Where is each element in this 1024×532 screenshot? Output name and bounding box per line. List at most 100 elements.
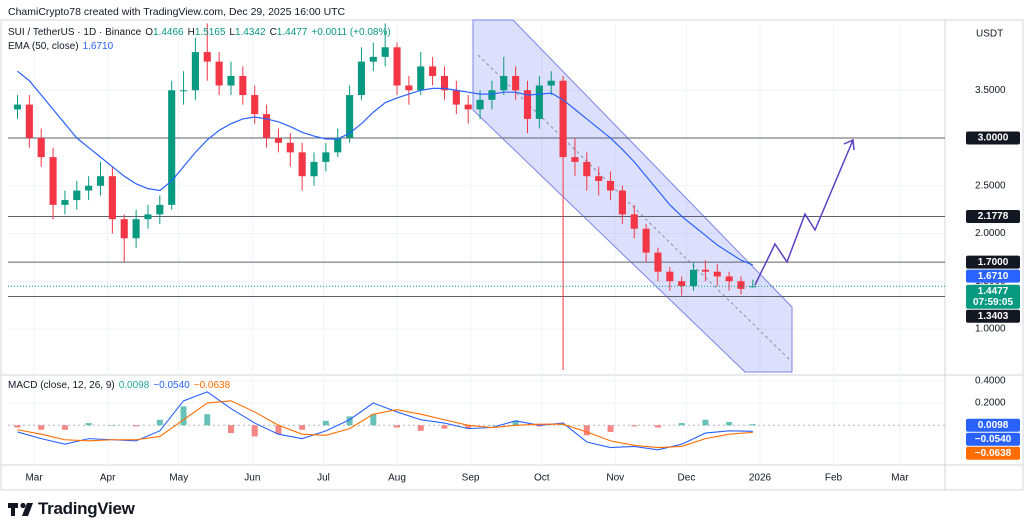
candle-body [417, 66, 425, 91]
histogram-bar [370, 414, 377, 426]
ohlc-key: H [187, 27, 195, 38]
ohlc-item: C1.4477 [270, 27, 308, 38]
candle-body [322, 152, 330, 162]
histogram-bar [441, 425, 448, 429]
macd-line [17, 400, 753, 449]
channel [472, 19, 793, 373]
marks [8, 23, 945, 451]
candle-body [595, 176, 603, 181]
candle-body [73, 190, 81, 201]
macd-value: −0.0540 [153, 380, 190, 391]
candle-body [606, 180, 615, 191]
symbol: SUI / TetherUS · 1D · Binance [8, 27, 142, 38]
candle-body [108, 176, 116, 220]
y-tick-label: 2.0000 [975, 228, 1006, 239]
candle-body [440, 75, 449, 91]
histogram-bar [631, 425, 638, 427]
histogram-bar [678, 423, 685, 426]
candle-body [630, 214, 638, 229]
price-label-box [966, 432, 1020, 446]
candle-body [357, 61, 366, 96]
histogram-bar [726, 421, 733, 426]
x-tick-label: Feb [825, 473, 843, 484]
candle-body [179, 90, 188, 92]
macd-line [17, 391, 753, 451]
ohlc: O1.4466 H1.5165 L1.4342 C1.4477 [145, 27, 307, 38]
signal-value: −0.0638 [193, 380, 231, 391]
candle-body [132, 219, 140, 239]
price-label: 07:59:05 [973, 297, 1013, 308]
candle-body [678, 281, 686, 287]
x-tick-label: Oct [534, 473, 550, 484]
ema-line [17, 70, 754, 266]
candle-body [701, 269, 709, 272]
price-label: 3.0000 [978, 133, 1009, 144]
candle-body [168, 90, 176, 205]
price-label-box [966, 210, 1020, 224]
y-tick-label: 0.2000 [975, 398, 1006, 409]
x-tick-label: May [169, 473, 188, 484]
candle-body [37, 138, 45, 158]
candle-body [369, 56, 377, 62]
price-label: 1.4477 [978, 286, 1009, 297]
candle-body [298, 152, 306, 177]
histogram-bar [204, 414, 211, 426]
projection-path [754, 139, 854, 286]
candle-body [49, 157, 57, 205]
price-label: 1.6710 [978, 271, 1009, 282]
candle-body [239, 75, 247, 96]
histogram-bar [133, 425, 140, 427]
attribution: ChamiCrypto78 created with TradingView.c… [8, 6, 346, 18]
x-tick-label: Mar [891, 473, 909, 484]
y-tick-label: 1.0000 [975, 324, 1006, 335]
candle-body [251, 95, 259, 115]
ohlc-value: 1.4477 [276, 27, 308, 38]
candle-body [310, 161, 318, 177]
candle-body [144, 214, 152, 220]
histogram-bar [512, 420, 519, 426]
candle-body [547, 80, 555, 86]
price-label: 1.7000 [978, 257, 1009, 268]
x-tick-label: Dec [678, 473, 696, 484]
price-label: 2.1778 [978, 211, 1009, 222]
histogram-bar [536, 425, 543, 427]
candle-body [346, 95, 354, 139]
candle-body [85, 185, 93, 191]
histogram-bar [702, 419, 709, 426]
x-tick-label: Nov [606, 473, 624, 484]
candle-body [654, 252, 662, 272]
candle-body [393, 47, 401, 86]
histogram-bar [417, 425, 424, 431]
candle-body [274, 138, 282, 143]
price-label-box [966, 309, 1020, 323]
candle-body [571, 157, 579, 162]
histogram-bar [465, 425, 472, 429]
candle-body [227, 75, 235, 86]
change: +0.0011 (+0.08%) [311, 27, 391, 38]
histogram-bar [275, 425, 282, 435]
candle-body [725, 276, 733, 282]
histogram-bar [322, 420, 329, 426]
candle-body [203, 52, 211, 62]
histogram-bar [607, 425, 614, 432]
price-label: 0.0098 [978, 420, 1009, 431]
ohlc-item: L1.4342 [229, 27, 265, 38]
histogram-bar [227, 425, 234, 434]
candle-body [429, 66, 437, 76]
candle-body [666, 271, 674, 282]
candle-body [120, 219, 128, 239]
histogram-bar [61, 425, 68, 430]
histogram-bar [583, 425, 590, 436]
candle-body [191, 52, 199, 91]
x-tick-label: Apr [100, 473, 116, 484]
candle-body [156, 204, 164, 215]
candle-body [381, 47, 389, 57]
axes: Mar Apr May Jun Jul Aug Sep Oct Nov Dec 2026 Feb Mar… [25, 85, 1020, 484]
ema-value: 1.6710 [82, 41, 114, 52]
histogram-bar [14, 425, 21, 428]
candle-body [25, 104, 33, 139]
currency: USDT [976, 29, 1003, 40]
candle-body [583, 161, 591, 177]
